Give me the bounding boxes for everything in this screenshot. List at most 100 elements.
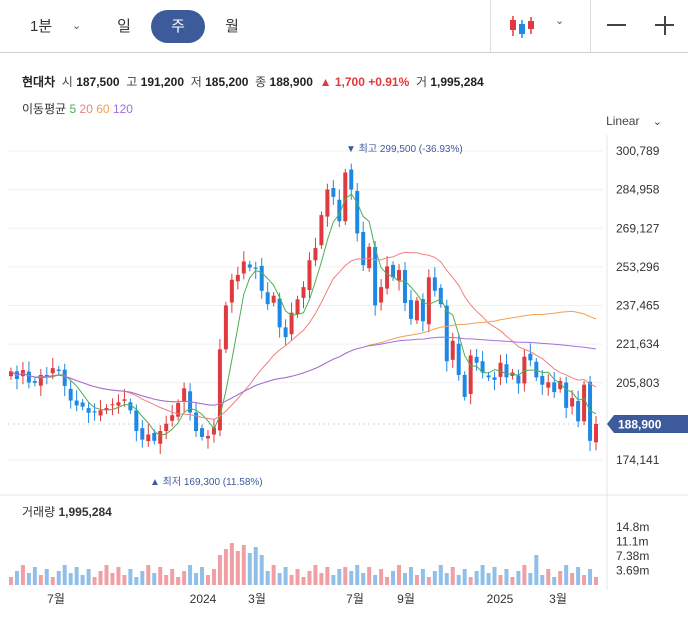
volume-value: 1,995,284 [430, 75, 484, 89]
volume-bar [462, 569, 467, 585]
candle-body [594, 423, 599, 443]
volume-bar [80, 575, 85, 585]
candle-body [325, 189, 330, 217]
candle-body [62, 369, 67, 386]
volume-bar [480, 565, 485, 585]
low-label: 저 [190, 75, 202, 89]
volume-bar [241, 545, 246, 585]
volume-bar [205, 575, 210, 585]
zoom-out-icon[interactable] [607, 24, 626, 26]
tab-week[interactable]: 주 [151, 10, 205, 43]
interval-label: 1분 [30, 18, 53, 35]
volume-bar [26, 573, 31, 585]
candle-body [32, 381, 37, 383]
volume-bar [92, 577, 97, 585]
current-price-tag [607, 414, 688, 433]
scale-select[interactable]: Linear ⌄ [606, 114, 662, 128]
candle-body [235, 274, 240, 282]
candle-body [8, 371, 13, 377]
volume-bar [170, 569, 175, 585]
candle-body [319, 215, 324, 246]
chevron-down-icon: ⌄ [652, 116, 662, 128]
volume-bar [319, 573, 324, 585]
volume-bar [373, 575, 378, 585]
volume-bar [8, 577, 13, 585]
candle-body [361, 231, 366, 266]
volume-bar [576, 567, 581, 585]
candle-body [474, 356, 479, 363]
volume-bar [265, 571, 270, 585]
candle-body [576, 401, 581, 422]
ma-5-line [10, 193, 597, 436]
volume-bar [492, 567, 497, 585]
volume-header-label: 거래량 [22, 505, 56, 519]
candle-body [56, 369, 61, 372]
tab-day[interactable]: 일 [117, 18, 131, 35]
candle-body [74, 400, 79, 406]
candle-body [540, 375, 545, 385]
close-value: 188,900 [269, 75, 313, 89]
candle-body [182, 388, 187, 402]
candle-body [110, 404, 115, 406]
high-value: 191,200 [140, 75, 185, 89]
candle-body [367, 246, 372, 269]
x-tick-label: 9월 [397, 592, 415, 606]
volume-bar [468, 577, 473, 585]
volume-bar [486, 573, 491, 585]
candle-body [397, 270, 402, 281]
candle-body [152, 433, 157, 441]
volume-bar [594, 577, 599, 585]
candle-body [313, 248, 318, 261]
tab-month[interactable]: 월 [225, 18, 239, 35]
candle-body [38, 374, 43, 386]
candle-body [331, 188, 336, 197]
candle-body [414, 300, 419, 321]
volume-bar [217, 555, 222, 585]
volume-tick-label: 14.8m [616, 520, 649, 534]
volume-bar [355, 565, 360, 585]
open-label: 시 [61, 75, 73, 89]
volume-bar [402, 573, 407, 585]
candle-body [134, 410, 139, 432]
candle-body [259, 265, 264, 291]
candle-body [158, 431, 163, 444]
candle-body [498, 362, 503, 377]
ma-20: 20 [79, 102, 93, 116]
candle-body [301, 287, 306, 298]
candle-body [355, 190, 360, 234]
volume-bar [570, 573, 575, 585]
interval-select[interactable]: 1분 ⌄ [30, 10, 90, 43]
candle-body [486, 375, 491, 378]
candle-body [205, 435, 210, 439]
volume-bar [14, 571, 19, 585]
volume-bar [158, 567, 163, 585]
close-label: 종 [255, 75, 267, 89]
stock-name: 현대차 [22, 75, 56, 89]
volume-bar [200, 567, 205, 585]
candle-body [277, 298, 282, 328]
scale-label: Linear [606, 114, 640, 128]
zoom-in-icon[interactable] [655, 16, 674, 35]
volume-bar [62, 565, 67, 585]
volume-bar [44, 569, 49, 585]
candle-body [379, 287, 384, 303]
volume-bar [534, 555, 539, 585]
volume-bar [134, 577, 139, 585]
candle-body [402, 270, 407, 303]
min-annotation: ▲ 최저 169,300 (11.58%) [150, 476, 263, 488]
candle-body [68, 388, 73, 401]
candle-body [408, 300, 413, 319]
x-tick-label: 2025 [487, 592, 514, 606]
high-label: 고 [126, 75, 138, 89]
candlestick-icon [510, 16, 534, 38]
volume-bar [307, 571, 312, 585]
candle-body [558, 381, 563, 390]
volume-bar [140, 571, 145, 585]
candle-body [492, 377, 497, 380]
chart-type-button[interactable]: ⌄ [505, 12, 575, 42]
volume-bar [510, 577, 515, 585]
volume-bar [98, 571, 103, 585]
x-tick-label: 3월 [549, 592, 567, 606]
volume-label: 거 [415, 75, 427, 89]
